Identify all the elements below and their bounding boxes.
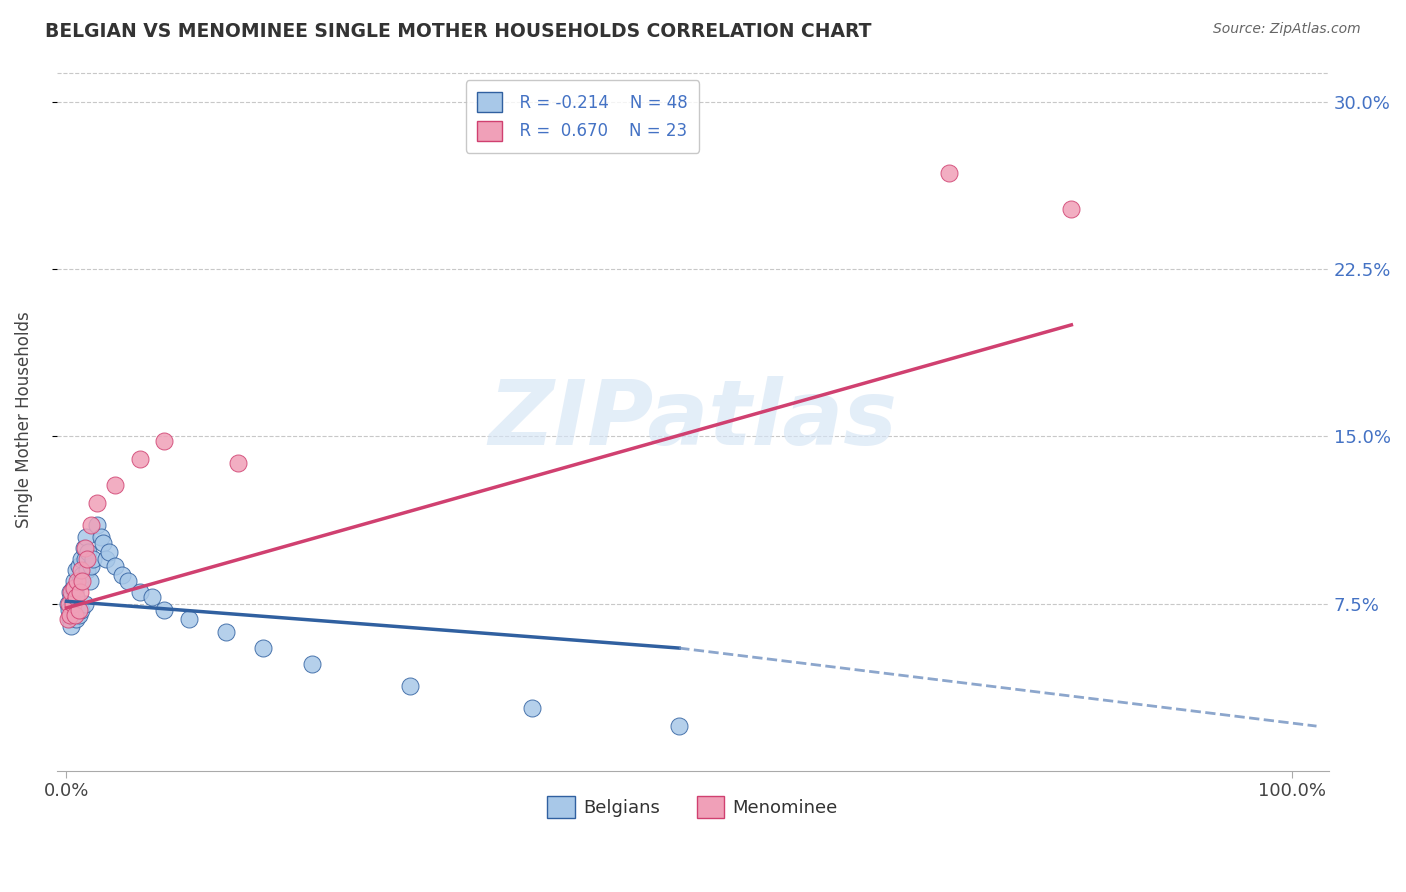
Point xyxy=(215,625,238,640)
Point xyxy=(70,603,93,617)
Point xyxy=(70,563,93,577)
Point xyxy=(153,434,176,448)
Point xyxy=(668,719,690,733)
Point xyxy=(72,567,94,582)
Point xyxy=(76,563,98,577)
Point xyxy=(67,558,90,573)
Point xyxy=(90,530,112,544)
Legend: Belgians, Menominee: Belgians, Menominee xyxy=(540,789,845,825)
Y-axis label: Single Mother Households: Single Mother Households xyxy=(15,311,32,528)
Point xyxy=(59,612,82,626)
Point xyxy=(62,607,84,622)
Point xyxy=(62,574,84,589)
Point xyxy=(91,536,114,550)
Point xyxy=(73,541,96,555)
Point xyxy=(1060,202,1083,216)
Point xyxy=(56,612,79,626)
Point xyxy=(72,574,94,589)
Point xyxy=(252,641,274,656)
Point xyxy=(62,597,84,611)
Point xyxy=(66,597,89,611)
Point xyxy=(66,574,89,589)
Point xyxy=(520,701,543,715)
Point xyxy=(67,603,90,617)
Point xyxy=(86,496,108,510)
Point xyxy=(62,597,84,611)
Point xyxy=(94,552,117,566)
Point xyxy=(141,590,163,604)
Point xyxy=(153,603,176,617)
Point xyxy=(58,597,80,611)
Point xyxy=(56,597,79,611)
Point xyxy=(67,607,90,622)
Point xyxy=(60,590,83,604)
Point xyxy=(65,590,87,604)
Point xyxy=(63,607,86,622)
Point xyxy=(73,552,96,566)
Point xyxy=(80,558,103,573)
Point xyxy=(104,478,127,492)
Point xyxy=(110,567,132,582)
Point xyxy=(98,545,121,559)
Point xyxy=(86,518,108,533)
Point xyxy=(65,563,87,577)
Point xyxy=(117,574,139,589)
Text: ZIPatlas: ZIPatlas xyxy=(488,376,897,464)
Point xyxy=(72,541,94,555)
Point xyxy=(104,558,127,573)
Point xyxy=(58,603,80,617)
Point xyxy=(62,581,84,595)
Point xyxy=(69,585,91,599)
Point xyxy=(73,597,96,611)
Point xyxy=(79,574,101,589)
Point xyxy=(65,612,87,626)
Point xyxy=(75,530,97,544)
Point xyxy=(59,585,82,599)
Point xyxy=(62,581,84,595)
Point xyxy=(59,607,82,622)
Point xyxy=(69,574,91,589)
Text: BELGIAN VS MENOMINEE SINGLE MOTHER HOUSEHOLDS CORRELATION CHART: BELGIAN VS MENOMINEE SINGLE MOTHER HOUSE… xyxy=(45,22,872,41)
Point xyxy=(76,552,98,566)
Point xyxy=(70,552,93,566)
Point xyxy=(226,456,249,470)
Point xyxy=(82,552,104,566)
Point xyxy=(938,166,960,180)
Text: Source: ZipAtlas.com: Source: ZipAtlas.com xyxy=(1213,22,1361,37)
Point xyxy=(129,451,152,466)
Point xyxy=(398,679,420,693)
Point xyxy=(80,518,103,533)
Point xyxy=(77,545,100,559)
Point xyxy=(177,612,200,626)
Point xyxy=(60,585,83,599)
Point xyxy=(63,585,86,599)
Point xyxy=(63,603,86,617)
Point xyxy=(301,657,323,671)
Point xyxy=(60,619,83,633)
Point xyxy=(129,585,152,599)
